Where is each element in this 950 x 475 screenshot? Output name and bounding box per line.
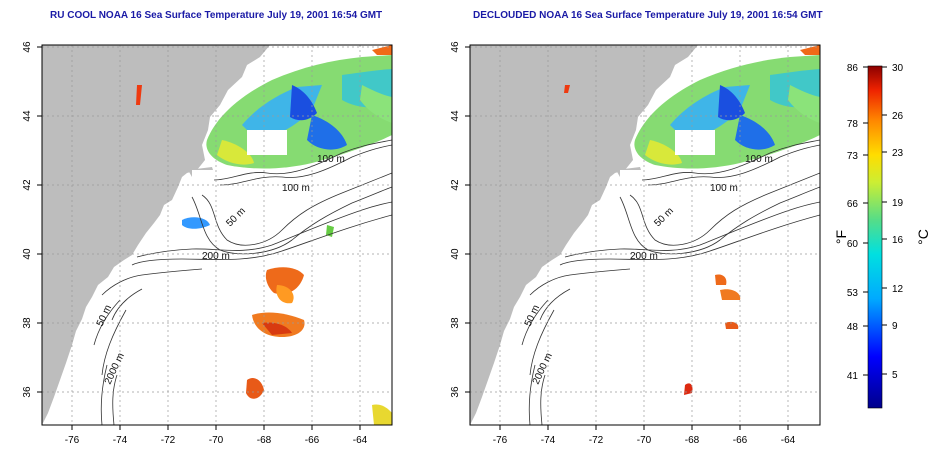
celsius-tick: 9 — [892, 321, 898, 332]
x-tick-label: -64 — [353, 435, 368, 446]
x-tick-label: -76 — [493, 435, 508, 446]
fahrenheit-unit-label: °F — [833, 230, 849, 244]
map-frame — [469, 44, 821, 426]
right-map-title: DECLOUDED NOAA 16 Sea Surface Temperatur… — [473, 10, 823, 21]
y-tick-label: 36 — [22, 386, 33, 398]
y-tick-label: 42 — [22, 179, 33, 191]
left-map-panel: 100 m 100 m 50 m 200 m 50 m 2000 m -76 -… — [22, 41, 393, 446]
fahrenheit-tick: 73 — [847, 151, 859, 162]
y-tick-label: 46 — [22, 41, 33, 53]
x-tick-label: -68 — [685, 435, 700, 446]
y-tick-label: 36 — [450, 386, 461, 398]
x-tick-label: -68 — [257, 435, 272, 446]
y-tick-label: 38 — [22, 317, 33, 329]
fahrenheit-tick: 78 — [847, 119, 859, 130]
contour-label-100m-b: 100 m — [710, 183, 738, 194]
sst-data-overlay — [564, 45, 820, 395]
right-map-panel: 100 m 100 m 50 m 200 m 50 m 2000 m -76 -… — [450, 41, 821, 446]
sst-data-overlay — [136, 45, 392, 425]
celsius-tick: 16 — [892, 235, 904, 246]
contour-label-100m-a: 100 m — [317, 154, 345, 165]
celsius-tick: 5 — [892, 370, 898, 381]
celsius-tick: 26 — [892, 111, 904, 122]
y-tick-label: 42 — [450, 179, 461, 191]
x-tick-label: -70 — [637, 435, 652, 446]
fahrenheit-tick: 48 — [847, 322, 859, 333]
y-tick-label: 44 — [450, 110, 461, 122]
map-grid — [470, 45, 820, 425]
celsius-unit-label: °C — [915, 229, 931, 245]
temperature-colorbar: 86 78 73 66 60 53 48 41 30 26 23 19 16 1… — [833, 63, 931, 409]
map-frame — [41, 44, 393, 426]
x-tick-label: -66 — [733, 435, 748, 446]
x-tick-label: -76 — [65, 435, 80, 446]
celsius-tick: 23 — [892, 148, 904, 159]
fahrenheit-tick: 53 — [847, 288, 859, 299]
fahrenheit-tick: 41 — [847, 371, 859, 382]
y-tick-label: 38 — [450, 317, 461, 329]
x-tick-label: -70 — [209, 435, 224, 446]
y-tick-label: 46 — [450, 41, 461, 53]
colorbar-gradient — [867, 65, 883, 409]
map-grid — [42, 45, 392, 425]
celsius-tick: 30 — [892, 63, 904, 74]
left-map-title: RU COOL NOAA 16 Sea Surface Temperature … — [50, 10, 383, 21]
celsius-tick: 19 — [892, 198, 904, 209]
y-tick-label: 44 — [22, 110, 33, 122]
celsius-tick: 12 — [892, 284, 904, 295]
x-tick-label: -66 — [305, 435, 320, 446]
contour-label-200m: 200 m — [202, 251, 230, 262]
contour-label-200m: 200 m — [630, 251, 658, 262]
x-tick-label: -74 — [113, 435, 128, 446]
fahrenheit-tick: 66 — [847, 199, 859, 210]
x-tick-label: -64 — [781, 435, 796, 446]
y-tick-label: 40 — [22, 248, 33, 260]
fahrenheit-tick: 86 — [847, 63, 859, 74]
fahrenheit-tick: 60 — [847, 239, 859, 250]
x-tick-label: -72 — [589, 435, 604, 446]
contour-label-100m-b: 100 m — [282, 183, 310, 194]
x-tick-label: -74 — [541, 435, 556, 446]
x-tick-label: -72 — [161, 435, 176, 446]
y-tick-label: 40 — [450, 248, 461, 260]
contour-label-100m-a: 100 m — [745, 154, 773, 165]
